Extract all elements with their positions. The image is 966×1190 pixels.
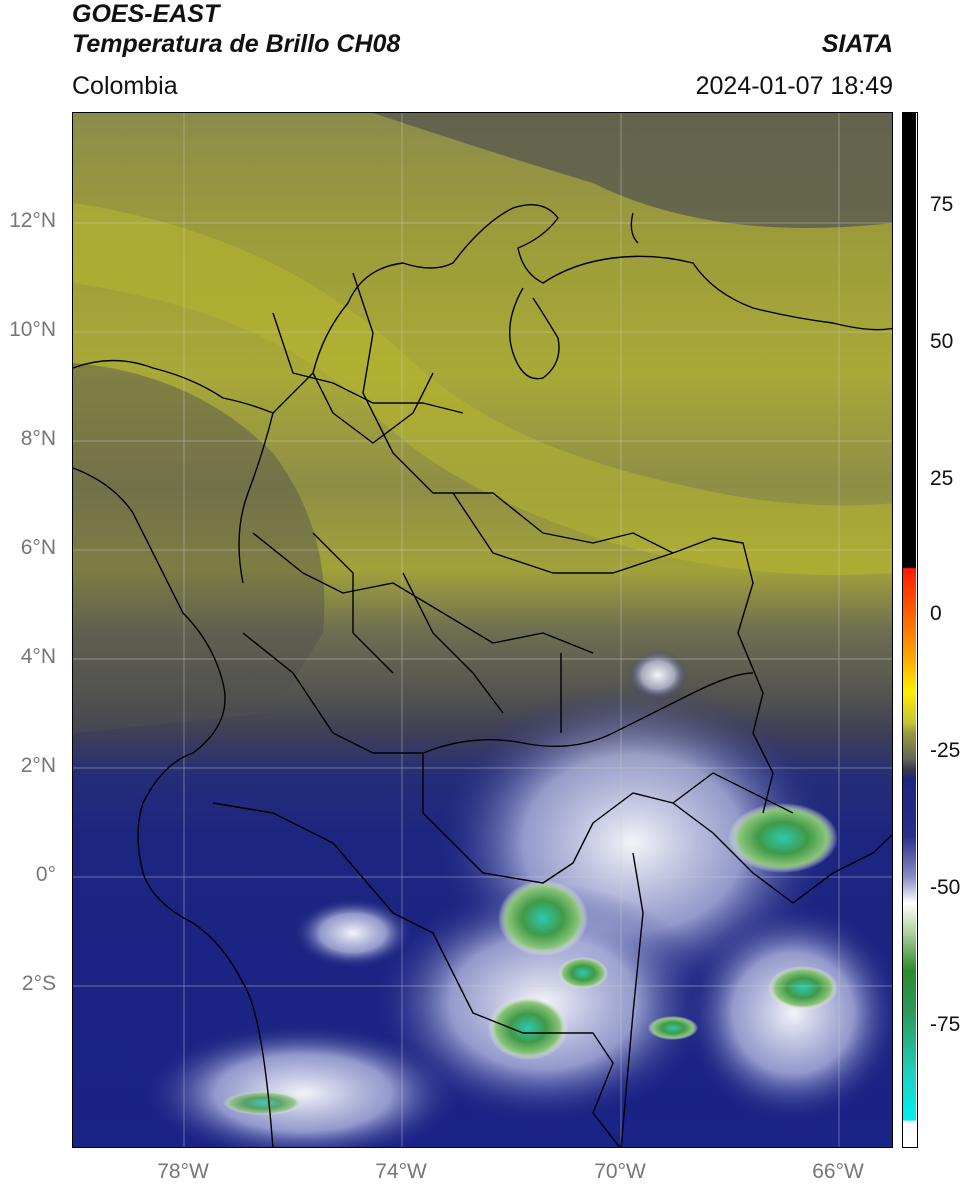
colorbar-tick: 75 [930,193,954,216]
colorbar-tick: 0 [930,602,942,625]
lat-label: 2°S [21,972,56,995]
region-label: Colombia [72,72,178,100]
satellite-title: GOES-EAST [72,0,220,28]
colorbar-tick: -75 [930,1013,961,1036]
colorbar-tick: 50 [930,330,954,353]
colorbar-tick: -25 [930,739,961,762]
lat-label: 8°N [20,427,56,450]
product-title: Temperatura de Brillo CH08 [72,30,401,58]
lat-label: 4°N [20,645,56,668]
map-canvas [73,113,892,1147]
satellite-map [72,112,893,1148]
lon-label: 78°W [157,1160,209,1183]
lat-label: 2°N [20,754,56,777]
colorbar-canvas [903,113,916,1146]
lat-label: 0° [35,863,56,886]
timestamp-label: 2024-01-07 18:49 [695,72,893,100]
temperature-colorbar [902,112,918,1148]
organization-label: SIATA [821,30,893,58]
colorbar-tick: -50 [930,876,961,899]
colorbar-tick: 25 [930,467,954,490]
lat-label: 6°N [20,536,56,559]
lat-label: 10°N [9,318,56,341]
lon-label: 70°W [594,1160,646,1183]
lon-label: 74°W [375,1160,427,1183]
lon-label: 66°W [812,1160,864,1183]
lat-label: 12°N [9,209,56,232]
